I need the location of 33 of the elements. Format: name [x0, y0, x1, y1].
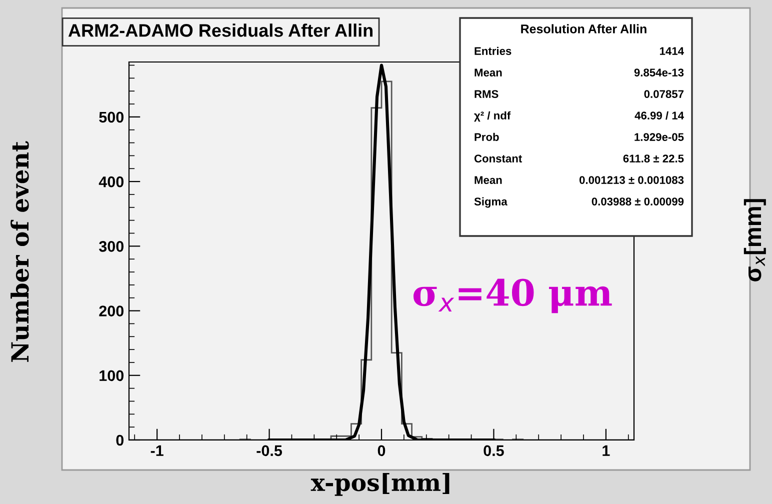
chart-title: ARM2-ADAMO Residuals After Allin [68, 24, 372, 37]
text: 9.854e-13 [634, 68, 684, 76]
text: 46.99 / 14 [634, 111, 684, 120]
x-tick-label: -1 [150, 445, 164, 456]
annotation: Prob [474, 132, 499, 141]
annotation: σ$_{x}$=40 μm [413, 278, 612, 314]
x-tick-label: -0.5 [256, 445, 282, 456]
text: Entries [474, 46, 512, 55]
y-tick-label: 200 [99, 306, 124, 316]
annotation: Mean [474, 176, 502, 184]
annotation: Mean [474, 68, 502, 76]
text: Resolution After Allin [521, 24, 646, 34]
x-tick-label: 1 [602, 445, 610, 456]
x-axis-title: x-pos[mm] [310, 472, 450, 496]
y-tick-label: 300 [99, 241, 124, 252]
annotation: 611.8 ± 22.5 [623, 154, 684, 162]
y-tick-label: 100 [100, 370, 124, 382]
text: σ$_{x}$[mm] [744, 199, 766, 282]
text: 1.929e-05 [634, 133, 684, 141]
x-tick-label: 0.5 [484, 445, 504, 456]
annotation: RMS [474, 90, 498, 98]
annotation: 0.001213 ± 0.001083 [579, 176, 684, 184]
y-axis-title: Number of event [10, 141, 29, 362]
y-tick-label: 0 [116, 434, 124, 446]
annotation: Sigma [474, 197, 508, 208]
annotation: 0.03988 ± 0.00099 [592, 198, 684, 206]
annotation: χ² / ndf [474, 111, 511, 122]
y-tick-label: 500 [99, 112, 124, 123]
y-tick-label: 400 [98, 176, 124, 188]
x-tick-label: 0 [378, 445, 386, 456]
annotation: Constant [474, 154, 522, 162]
text: 1414 [660, 47, 684, 55]
text: 0.07857 [644, 90, 684, 98]
